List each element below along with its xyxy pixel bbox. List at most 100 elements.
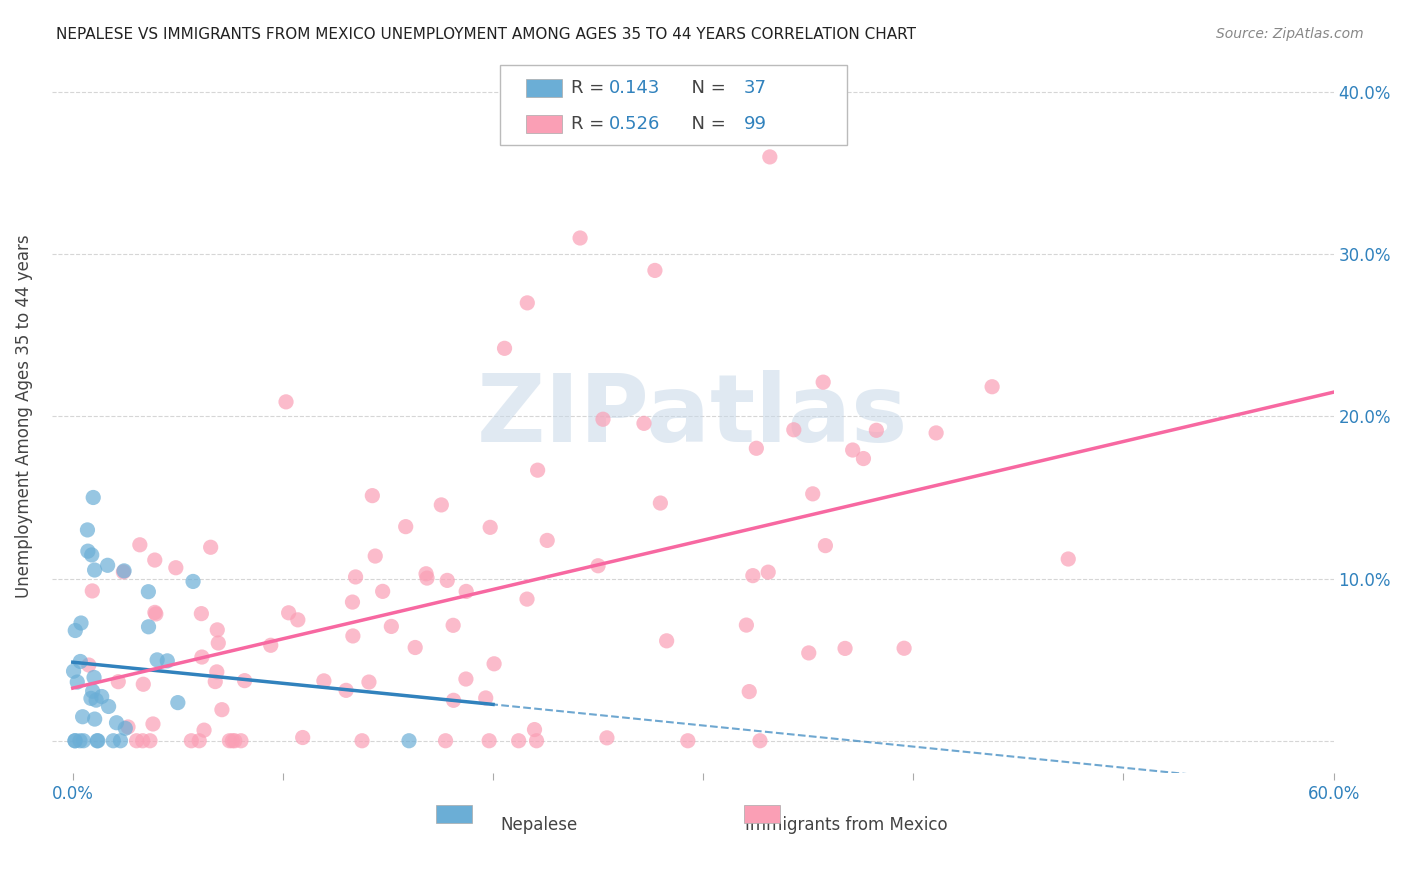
Immigrants from Mexico: [364, 549, 387, 563]
Immigrants from Mexico: [443, 693, 465, 707]
Nepalese: [83, 712, 105, 726]
Immigrants from Mexico: [479, 520, 502, 534]
Immigrants from Mexico: [128, 538, 150, 552]
Immigrants from Mexico: [441, 618, 464, 632]
Immigrants from Mexico: [536, 533, 558, 548]
Immigrants from Mexico: [801, 487, 824, 501]
Nepalese: [70, 615, 93, 630]
Text: 0.526: 0.526: [609, 115, 661, 133]
Immigrants from Mexico: [204, 674, 226, 689]
Immigrants from Mexico: [852, 451, 875, 466]
Nepalese: [166, 696, 188, 710]
Nepalese: [82, 684, 104, 698]
Immigrants from Mexico: [834, 641, 856, 656]
Immigrants from Mexico: [814, 539, 837, 553]
Nepalese: [105, 715, 128, 730]
Immigrants from Mexico: [371, 584, 394, 599]
Nepalese: [87, 733, 110, 747]
Immigrants from Mexico: [655, 633, 678, 648]
Immigrants from Mexico: [139, 733, 162, 747]
Immigrants from Mexico: [107, 674, 129, 689]
Immigrants from Mexico: [865, 423, 887, 437]
Immigrants from Mexico: [143, 606, 166, 620]
Nepalese: [82, 491, 104, 505]
Nepalese: [156, 654, 179, 668]
Nepalese: [62, 664, 84, 678]
Immigrants from Mexico: [454, 672, 477, 686]
Nepalese: [63, 733, 86, 747]
Text: ZIPatlas: ZIPatlas: [477, 370, 908, 462]
Immigrants from Mexico: [592, 412, 614, 426]
Immigrants from Mexico: [1057, 552, 1080, 566]
Immigrants from Mexico: [112, 565, 135, 579]
Immigrants from Mexico: [526, 463, 548, 477]
Immigrants from Mexico: [516, 592, 538, 607]
Immigrants from Mexico: [357, 675, 380, 690]
Immigrants from Mexico: [749, 733, 772, 747]
Immigrants from Mexico: [494, 341, 516, 355]
Text: 0.143: 0.143: [609, 79, 661, 97]
Immigrants from Mexico: [287, 613, 309, 627]
Nepalese: [97, 699, 120, 714]
Immigrants from Mexico: [205, 665, 228, 679]
Immigrants from Mexico: [735, 618, 758, 632]
Nepalese: [83, 563, 105, 577]
Immigrants from Mexico: [82, 583, 104, 598]
FancyBboxPatch shape: [526, 114, 562, 133]
Immigrants from Mexico: [783, 423, 806, 437]
Nepalese: [77, 544, 100, 558]
Immigrants from Mexico: [335, 683, 357, 698]
Immigrants from Mexico: [596, 731, 619, 745]
Nepalese: [112, 564, 135, 578]
Immigrants from Mexico: [233, 673, 256, 688]
Immigrants from Mexico: [312, 673, 335, 688]
Text: Nepalese: Nepalese: [501, 816, 578, 834]
Immigrants from Mexico: [191, 650, 214, 665]
Nepalese: [69, 655, 91, 669]
Immigrants from Mexico: [925, 425, 948, 440]
Immigrants from Mexico: [893, 641, 915, 656]
Immigrants from Mexico: [291, 731, 314, 745]
Nepalese: [110, 733, 132, 747]
Immigrants from Mexico: [274, 395, 297, 409]
Immigrants from Mexico: [404, 640, 426, 655]
Immigrants from Mexico: [456, 584, 478, 599]
Immigrants from Mexico: [395, 519, 418, 533]
Immigrants from Mexico: [676, 733, 699, 747]
Immigrants from Mexico: [224, 733, 246, 747]
Immigrants from Mexico: [416, 571, 439, 585]
Nepalese: [65, 624, 87, 638]
Immigrants from Mexico: [644, 263, 666, 277]
Nepalese: [146, 653, 169, 667]
Immigrants from Mexico: [350, 733, 373, 747]
Nepalese: [138, 620, 160, 634]
Immigrants from Mexico: [260, 638, 283, 652]
Immigrants from Mexico: [229, 733, 252, 747]
Immigrants from Mexico: [436, 574, 458, 588]
FancyBboxPatch shape: [436, 805, 472, 823]
Nepalese: [72, 710, 94, 724]
Text: R =: R =: [571, 115, 610, 133]
Text: 99: 99: [744, 115, 766, 133]
Immigrants from Mexico: [200, 541, 222, 555]
Immigrants from Mexico: [342, 595, 364, 609]
Text: Source: ZipAtlas.com: Source: ZipAtlas.com: [1216, 27, 1364, 41]
Immigrants from Mexico: [277, 606, 299, 620]
Immigrants from Mexico: [165, 560, 187, 574]
Immigrants from Mexico: [132, 677, 155, 691]
Immigrants from Mexico: [188, 733, 211, 747]
Nepalese: [114, 721, 136, 735]
Immigrants from Mexico: [143, 553, 166, 567]
Immigrants from Mexico: [77, 658, 100, 673]
Immigrants from Mexico: [342, 629, 364, 643]
Immigrants from Mexico: [586, 558, 609, 573]
Immigrants from Mexico: [125, 733, 148, 747]
Immigrants from Mexico: [211, 703, 233, 717]
Nepalese: [69, 733, 91, 747]
Nepalese: [63, 733, 86, 747]
Nepalese: [80, 691, 103, 706]
Immigrants from Mexico: [981, 380, 1004, 394]
Immigrants from Mexico: [142, 717, 165, 731]
Immigrants from Mexico: [380, 619, 402, 633]
Immigrants from Mexico: [131, 733, 153, 747]
